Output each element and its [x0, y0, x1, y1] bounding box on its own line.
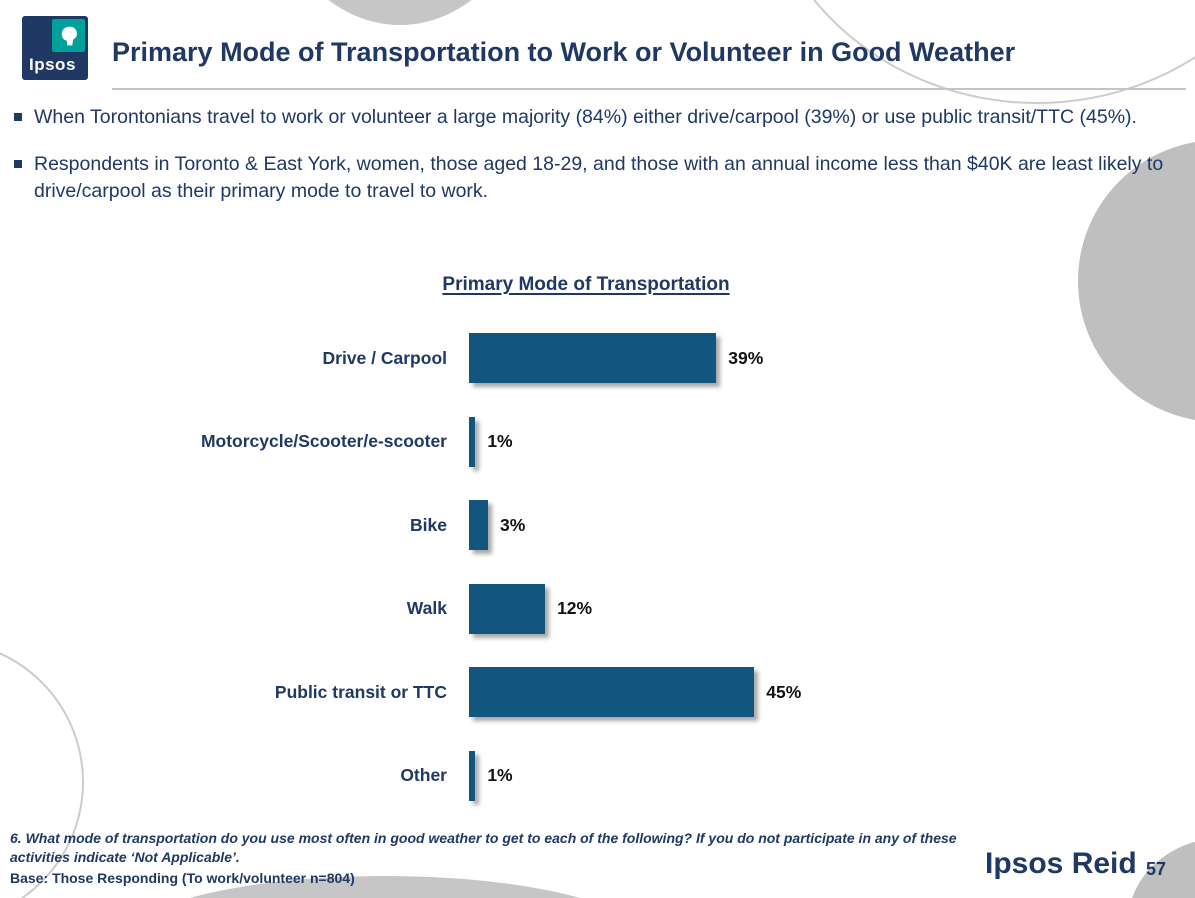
bar-value-label: 3% — [500, 514, 526, 535]
bar-track: 39% — [469, 333, 1195, 383]
bar-value-label: 1% — [487, 765, 513, 785]
bar-row: Drive / Carpool 39% — [0, 333, 1195, 383]
bar — [469, 333, 717, 383]
bullet-text: Respondents in Toronto & East York, wome… — [34, 153, 1164, 202]
bar-row: Motorcycle/Scooter/e-scooter 1% — [0, 416, 1195, 467]
ipsos-reid-wordmark: Ipsos Reid — [985, 847, 1137, 880]
bar-track: 12% — [469, 583, 1195, 634]
bullet-item: When Torontonians travel to work or volu… — [14, 104, 1182, 131]
bar-row: Other 1% — [0, 750, 1195, 801]
bar-track: 3% — [469, 500, 1195, 550]
bar-category-label: Public transit or TTC — [274, 681, 447, 702]
bar-chart: Drive / Carpool 39% Motorcycle/Scooter/e-s… — [0, 333, 1195, 834]
bullet-marker-icon — [14, 113, 22, 121]
bar-value-label: 45% — [766, 681, 802, 702]
footnotes: 6. What mode of transportation do you us… — [10, 829, 975, 888]
chart-title: Primary Mode of Transportation — [442, 274, 730, 295]
bullet-item: Respondents in Toronto & East York, wome… — [14, 151, 1182, 205]
bar — [469, 667, 755, 717]
bar-value-label: 12% — [557, 598, 593, 618]
bar — [469, 583, 546, 634]
bar-row: Public transit or TTC 45% — [0, 667, 1195, 717]
bar-value-label: 1% — [487, 431, 513, 451]
summary-bullets: When Torontonians travel to work or volu… — [14, 104, 1182, 225]
bar-category-label: Motorcycle/Scooter/e-scooter — [200, 431, 447, 451]
bar-track: 1% — [469, 750, 1195, 801]
bar-category-label: Bike — [410, 514, 447, 535]
bar-category-label: Other — [400, 765, 447, 785]
bullet-marker-icon — [14, 160, 22, 168]
page-title: Primary Mode of Transportation to Work o… — [112, 37, 1016, 67]
bar-row: Bike 3% — [0, 500, 1195, 550]
bar-category-label: Walk — [406, 598, 447, 618]
bar-track: 45% — [469, 667, 1195, 717]
question-footnote: 6. What mode of transportation do you us… — [10, 830, 957, 865]
bar — [469, 416, 476, 467]
ipsos-logo-wordmark: Ipsos — [29, 55, 76, 74]
bullet-text: When Torontonians travel to work or volu… — [34, 106, 1137, 128]
bar-track: 1% — [469, 416, 1195, 467]
bar — [469, 500, 489, 550]
base-footnote: Base: Those Responding (To work/voluntee… — [10, 870, 355, 886]
page-number: 57 — [1146, 859, 1167, 879]
bar-category-label: Drive / Carpool — [322, 347, 447, 368]
bar-value-label: 39% — [728, 347, 764, 368]
ipsos-logo-person-icon — [52, 19, 85, 52]
bar-row: Walk 12% — [0, 583, 1195, 634]
bar — [469, 750, 476, 801]
ipsos-logo: Ipsos — [22, 16, 88, 80]
header-divider — [112, 88, 1186, 90]
